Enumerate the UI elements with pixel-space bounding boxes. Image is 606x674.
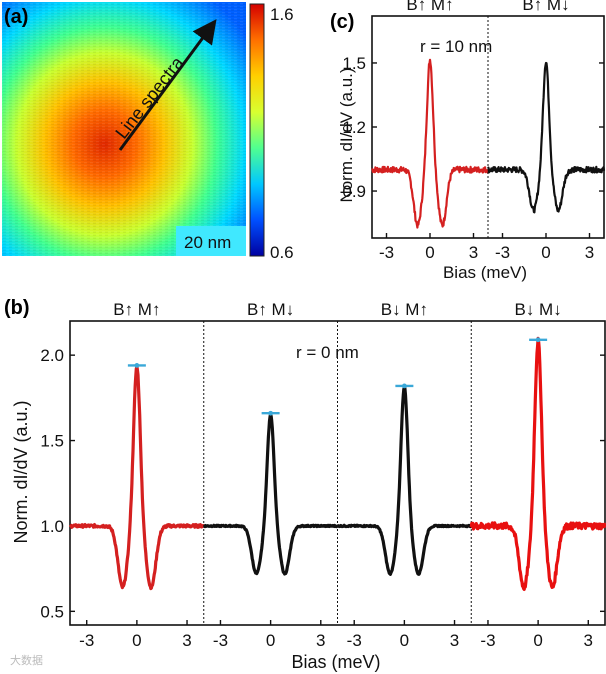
chart-b-xtick-label: 3: [316, 631, 325, 650]
chart-c-series-1: [487, 61, 606, 214]
chart-b-peak-dot: [535, 337, 541, 343]
chart-b-peak-dot: [401, 383, 407, 389]
chart-c-series-0: [371, 58, 489, 229]
chart-c-xtick-label: 0: [541, 243, 550, 262]
chart-b-xtick-label: -3: [79, 631, 94, 650]
chart-b-ytick-label: 1.5: [40, 432, 64, 451]
chart-c-xtick-label: -3: [379, 243, 394, 262]
chart-b-series-0: [68, 364, 205, 591]
chart-c-xtick-label: -3: [495, 243, 510, 262]
chart-b-ytick-label: 2.0: [40, 346, 64, 365]
chart-c-ytick-label: 1.5: [342, 54, 366, 73]
chart-b-peak-dot: [134, 363, 140, 368]
panel-c-label: (c): [330, 11, 354, 33]
chart-b-series-2: [336, 385, 473, 576]
panel-a-label: (a): [4, 6, 28, 28]
chart-b-xtick-label: 3: [450, 631, 459, 650]
chart-b-xtick-label: 0: [533, 631, 542, 650]
chart-c-segment-title: B↑ M↓: [522, 0, 569, 14]
chart-b-xtick-label: -3: [347, 631, 362, 650]
panel-a: (a) Line spectra 20 nm 1.6 0.6: [2, 2, 294, 262]
panel-b-xlabel: Bias (meV): [291, 652, 380, 672]
colorbar-min: 0.6: [270, 243, 294, 262]
chart-c-ytick-label: 1.2: [342, 118, 366, 137]
panel-c-ylabel: Norm. dI/dV (a.u.): [337, 67, 356, 202]
chart-c-ytick-label: 0.9: [342, 182, 366, 201]
chart-b-segment-title: B↓ M↑: [381, 300, 428, 319]
chart-b-xtick-label: 3: [584, 631, 593, 650]
scalebar-label: 20 nm: [184, 233, 231, 252]
scalebar-box: [176, 226, 246, 256]
chart-c-xtick-label: 3: [469, 243, 478, 262]
chart-b: (b) r = 0 nm Norm. dI/dV (a.u.) Bias (me…: [4, 297, 606, 672]
chart-c-xtick-label: 0: [425, 243, 434, 262]
colorbar-max: 1.6: [270, 5, 294, 24]
panel-b-ylabel: Norm. dI/dV (a.u.): [11, 400, 31, 543]
chart-b-series-3: [469, 336, 606, 591]
chart-b-peak-dot: [268, 410, 274, 416]
panel-c-annotation: r = 10 nm: [420, 37, 492, 56]
chart-c-segment-title: B↑ M↑: [406, 0, 453, 14]
chart-b-segment-title: B↑ M↑: [113, 300, 160, 319]
chart-b-xtick-label: 0: [266, 631, 275, 650]
chart-b-xtick-label: -3: [213, 631, 228, 650]
chart-b-xtick-label: 3: [182, 631, 191, 650]
chart-c: (c) r = 10 nm Norm. dI/dV (a.u.) Bias (m…: [330, 0, 606, 282]
chart-c-xtick-label: 3: [585, 243, 594, 262]
colorbar: [249, 3, 265, 257]
panel-c-xlabel: Bias (meV): [443, 263, 527, 282]
chart-b-ytick-label: 0.5: [40, 602, 64, 621]
panel-b-label: (b): [4, 297, 30, 319]
chart-b-xtick-label: 0: [400, 631, 409, 650]
panel-b-annotation: r = 0 nm: [296, 343, 359, 362]
chart-b-xtick-label: 0: [132, 631, 141, 650]
chart-b-segment-title: B↓ M↓: [515, 300, 562, 319]
line-spectra-arrow: [118, 19, 217, 151]
chart-b-series-1: [202, 412, 339, 576]
chart-b-ytick-label: 1.0: [40, 517, 64, 536]
chart-b-xtick-label: -3: [480, 631, 495, 650]
chart-b-segment-title: B↑ M↓: [247, 300, 294, 319]
watermark: 大数据: [10, 653, 43, 667]
